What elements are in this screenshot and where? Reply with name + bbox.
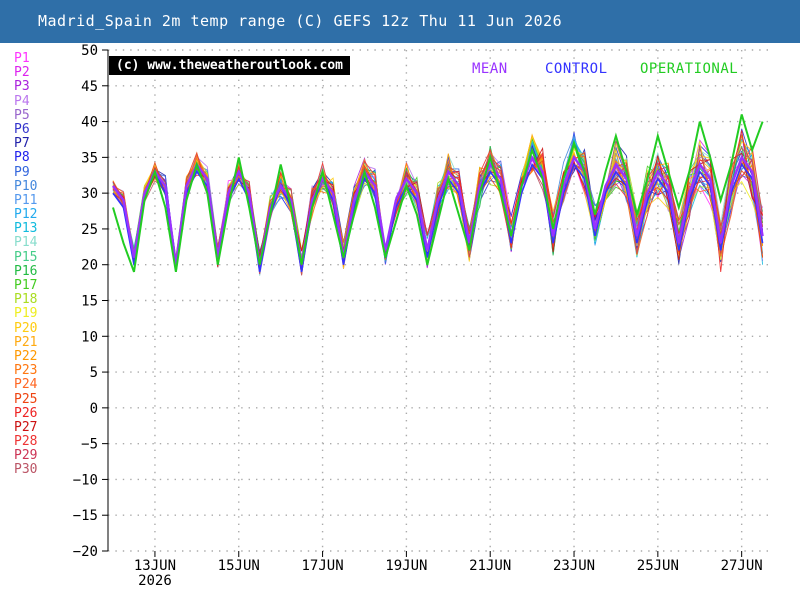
y-tick-label: −20 bbox=[73, 544, 98, 560]
legend-entry-p6: P6 bbox=[14, 121, 30, 137]
x-tick-label: 13JUN bbox=[134, 558, 176, 574]
legend-entry-p28: P28 bbox=[14, 434, 38, 450]
legend-entry-p11: P11 bbox=[14, 192, 38, 208]
legend-entry-p18: P18 bbox=[14, 292, 38, 308]
ensemble-legend: P1 P2 P3 P4 P5 P6 P7 P8 P9 P10 P11 P12 P13 P14 P15 P16 P… bbox=[14, 51, 38, 478]
grid-lines bbox=[108, 49, 771, 552]
legend-entry-p9: P9 bbox=[14, 164, 30, 180]
legend-entry-p5: P5 bbox=[14, 107, 30, 123]
x-tick-label: 23JUN bbox=[553, 558, 595, 574]
main-series-lines bbox=[112, 114, 764, 273]
y-tick-label: 10 bbox=[81, 329, 98, 345]
legend-entry-p3: P3 bbox=[14, 79, 30, 95]
legend-entry-p23: P23 bbox=[14, 363, 38, 379]
legend-entry-p10: P10 bbox=[14, 178, 38, 194]
legend-entry-p8: P8 bbox=[14, 150, 30, 166]
x-tick-label: 25JUN bbox=[637, 558, 679, 574]
legend-entry-p26: P26 bbox=[14, 405, 38, 421]
y-tick-label: 40 bbox=[81, 115, 98, 131]
y-tick-label: −15 bbox=[73, 508, 98, 524]
legend-entry-p12: P12 bbox=[14, 207, 38, 223]
operational-line bbox=[112, 114, 764, 273]
legend-entry-p13: P13 bbox=[14, 221, 38, 237]
legend-entry-p20: P20 bbox=[14, 320, 38, 336]
y-tick-label: 30 bbox=[81, 186, 98, 202]
legend-entry-p16: P16 bbox=[14, 263, 38, 279]
legend-entry-p25: P25 bbox=[14, 391, 38, 407]
legend-entry-p7: P7 bbox=[14, 136, 30, 152]
title-bar: Madrid_Spain 2m temp range (C) GEFS 12z … bbox=[0, 0, 800, 43]
legend-entry-p29: P29 bbox=[14, 448, 38, 464]
x-tick-label: 19JUN bbox=[385, 558, 427, 574]
y-tick-label: 15 bbox=[81, 294, 98, 310]
x-tick-label: 21JUN bbox=[469, 558, 511, 574]
legend-entry-p21: P21 bbox=[14, 334, 38, 350]
legend-entry-p15: P15 bbox=[14, 249, 38, 265]
legend-entry-p14: P14 bbox=[14, 235, 38, 251]
y-tick-label: −10 bbox=[73, 472, 98, 488]
y-tick-label: 25 bbox=[81, 222, 98, 238]
x-tick-label: 17JUN bbox=[301, 558, 343, 574]
y-tick-label: 20 bbox=[81, 258, 98, 274]
mean-line bbox=[112, 154, 764, 265]
y-tick-label: −5 bbox=[81, 437, 98, 453]
x-tick-label: 15JUN bbox=[218, 558, 260, 574]
chart-title: Madrid_Spain 2m temp range (C) GEFS 12z … bbox=[38, 12, 563, 30]
operational-key: OPERATIONAL bbox=[640, 61, 739, 77]
y-tick-label: 50 bbox=[81, 43, 98, 59]
legend-entry-p30: P30 bbox=[14, 462, 38, 478]
y-tick-label: 45 bbox=[81, 79, 98, 95]
legend-entry-p24: P24 bbox=[14, 377, 38, 393]
y-tick-label: 5 bbox=[90, 365, 98, 381]
legend-entry-p2: P2 bbox=[14, 65, 30, 81]
legend-entry-p1: P1 bbox=[14, 51, 30, 66]
x-tick-sublabel: 2026 bbox=[138, 573, 172, 589]
axes: 50454035302520151050−5−10−15−2013JUN2026… bbox=[73, 43, 763, 589]
legend-entry-p22: P22 bbox=[14, 348, 38, 364]
y-tick-label: 0 bbox=[90, 401, 98, 417]
legend-entry-p4: P4 bbox=[14, 93, 30, 109]
legend-entry-p17: P17 bbox=[14, 278, 38, 293]
copyright-label: (c) www.theweatheroutlook.com bbox=[109, 56, 350, 75]
control-key: CONTROL bbox=[545, 61, 608, 77]
legend-entry-p19: P19 bbox=[14, 306, 38, 322]
x-tick-label: 27JUN bbox=[721, 558, 763, 574]
mean-key: MEAN bbox=[472, 61, 508, 77]
legend-entry-p27: P27 bbox=[14, 419, 38, 435]
y-tick-label: 35 bbox=[81, 150, 98, 166]
